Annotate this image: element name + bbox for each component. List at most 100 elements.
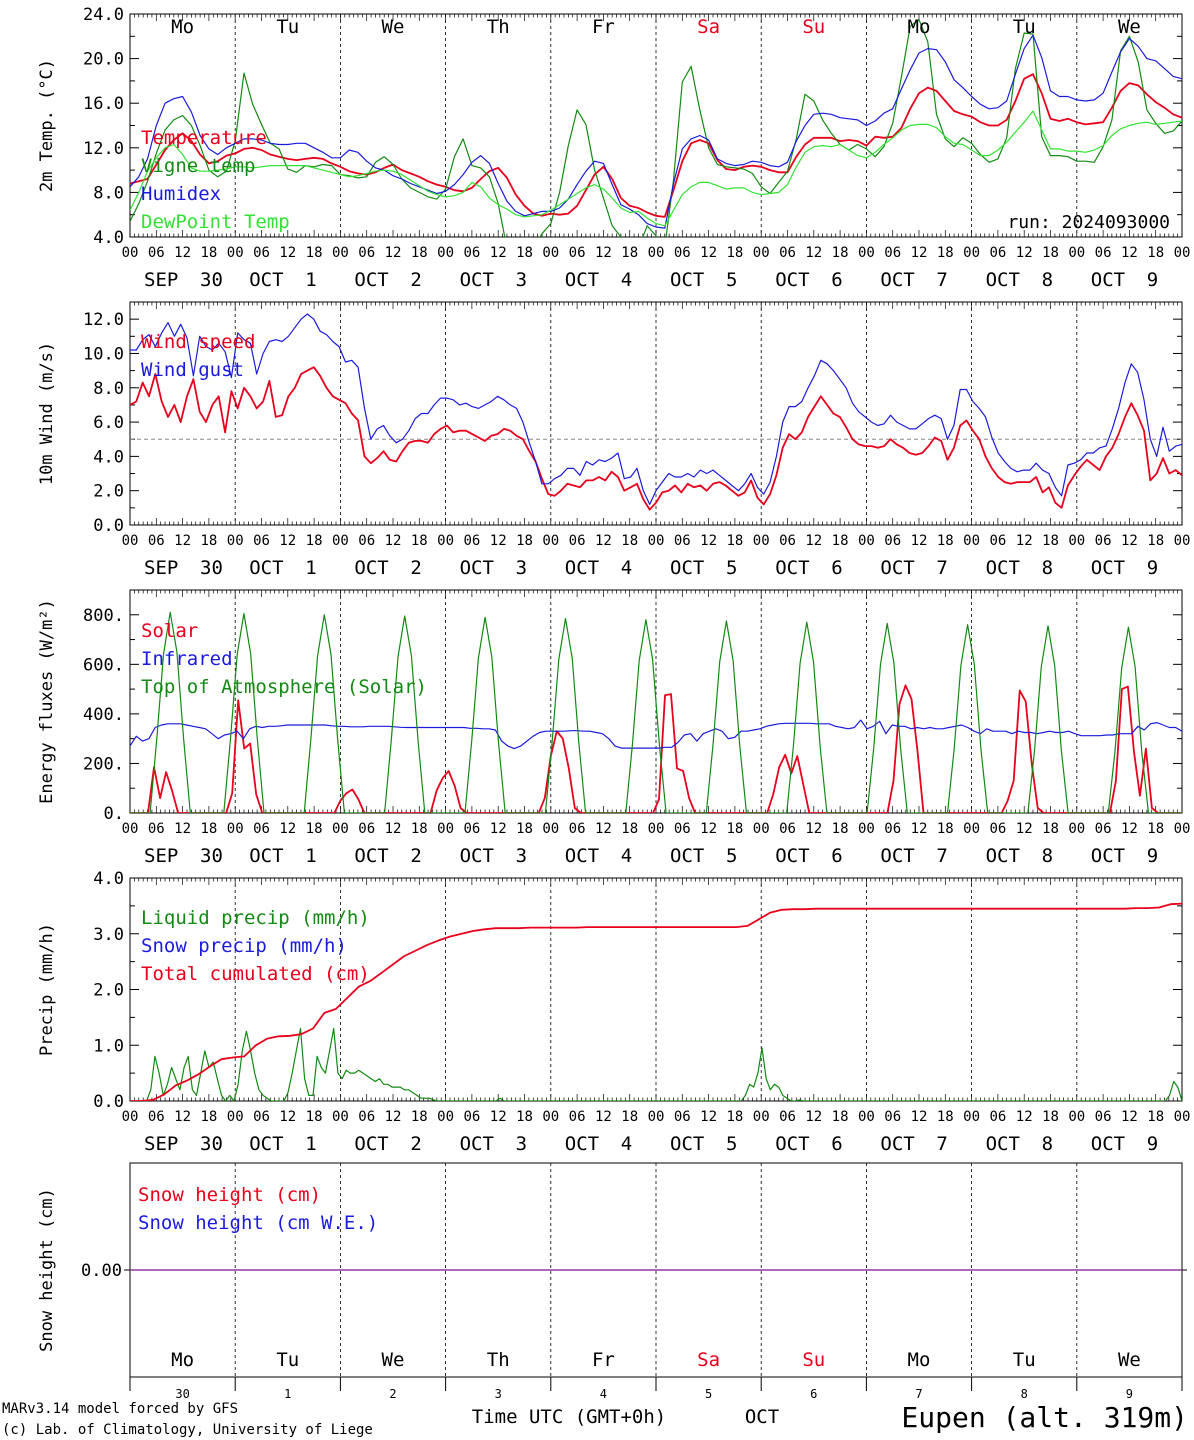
hour-tick-label: 00 [542, 245, 559, 261]
hour-tick-label: 18 [200, 821, 217, 837]
hour-tick-label: 00 [963, 533, 980, 549]
date-label-month: OCT [249, 845, 283, 867]
hour-tick-label: 12 [490, 1109, 507, 1125]
date-label-month: OCT [1091, 845, 1125, 867]
hour-tick-label: 18 [200, 245, 217, 261]
hour-tick-label: 00 [1068, 1109, 1085, 1125]
y-axis-label: Snow height (cm) [37, 1188, 57, 1352]
date-label-month: OCT [880, 845, 914, 867]
hour-tick-label: 18 [516, 245, 533, 261]
hour-tick-label: 00 [858, 533, 875, 549]
hour-tick-label: 12 [700, 245, 717, 261]
hour-tick-label: 00 [753, 533, 770, 549]
hour-tick-label: 06 [989, 1109, 1006, 1125]
station-name: Eupen (alt. 319m) [901, 1401, 1188, 1434]
hour-tick-label: 18 [411, 1109, 428, 1125]
date-label-month: OCT [775, 845, 809, 867]
date-label-day: 1 [305, 845, 316, 867]
series-group [130, 313, 1182, 511]
panel-5: 0.00 Snow height (cm) Snow height (cm) Snow… [37, 1162, 1187, 1401]
hour-tick-label: 00 [542, 821, 559, 837]
panel-1: 4.0 8.0 12.0 16.0 20.0 24.0 2m Temp. (°C) Tempe… [37, 5, 1190, 291]
hour-tick-label: 12 [805, 1109, 822, 1125]
legend-entry: Top of Atmosphere (Solar) [141, 676, 427, 698]
hour-tick-label: 12 [1016, 821, 1033, 837]
plot-frame [129, 13, 1183, 238]
hour-tick-label: 06 [569, 245, 586, 261]
date-label-month: OCT [565, 557, 599, 579]
legend-entry: Wind speed [141, 331, 255, 353]
hour-tick-label: 12 [385, 245, 402, 261]
day-abbrev: Mo [171, 1349, 194, 1371]
hour-tick-label: 00 [1174, 1109, 1191, 1125]
hour-tick-label: 12 [1016, 1109, 1033, 1125]
hour-tick-label: 00 [437, 533, 454, 549]
series-line-wind-gust [130, 313, 1182, 505]
legend-entry: Total cumulated (cm) [141, 963, 370, 985]
hour-tick-label: 12 [490, 821, 507, 837]
legend-entry: Wind gust [141, 359, 244, 381]
date-label-day: 9 [1147, 845, 1158, 867]
day-abbrev: We [382, 1349, 405, 1371]
hour-tick-label: 00 [227, 1109, 244, 1125]
hour-tick-label: 00 [648, 1109, 665, 1125]
date-label-month: OCT [986, 1133, 1020, 1155]
y-tick-label: 8.0 [93, 183, 124, 203]
hour-tick-label: 18 [1147, 533, 1164, 549]
series-line-infrared [130, 719, 1182, 750]
hour-tick-label: 12 [490, 533, 507, 549]
hour-tick-label: 00 [542, 1109, 559, 1125]
date-label-month: OCT [670, 269, 704, 291]
day-abbrev: Fr [592, 16, 615, 38]
date-label-month: OCT [986, 845, 1020, 867]
hour-tick-label: 18 [1147, 821, 1164, 837]
hour-tick-label: 00 [1068, 821, 1085, 837]
hour-tick-label: 00 [1068, 245, 1085, 261]
date-label-day: 1 [305, 269, 316, 291]
series-line-temperature [130, 73, 1182, 218]
date-label-day: 9 [1147, 557, 1158, 579]
day-number-label: 4 [600, 1387, 607, 1401]
hour-tick-label: 12 [911, 821, 928, 837]
y-tick-label: 20.0 [83, 50, 124, 70]
hour-tick-label: 00 [858, 1109, 875, 1125]
date-label-month: OCT [565, 269, 599, 291]
date-label-month: OCT [460, 845, 494, 867]
series-line-total-cumulated-cm- [130, 902, 1182, 1101]
hour-tick-label: 12 [1121, 821, 1138, 837]
panel-4: 0.0 1.0 2.0 3.0 4.0 Precip (mm/h) Liquid preci… [37, 869, 1190, 1155]
hour-tick-label: 06 [884, 245, 901, 261]
hour-tick-label: 18 [832, 1109, 849, 1125]
date-label-day: 30 [200, 269, 223, 291]
hour-tick-label: 18 [1147, 1109, 1164, 1125]
hour-tick-label: 18 [306, 1109, 323, 1125]
hour-tick-label: 06 [1095, 1109, 1112, 1125]
hour-tick-label: 12 [1121, 245, 1138, 261]
hour-tick-label: 12 [911, 1109, 928, 1125]
hour-tick-label: 06 [358, 245, 375, 261]
hour-tick-label: 06 [779, 1109, 796, 1125]
hour-tick-label: 06 [253, 533, 270, 549]
date-label-month: OCT [670, 845, 704, 867]
hour-tick-label: 06 [569, 1109, 586, 1125]
date-label-month: OCT [249, 269, 283, 291]
date-label-day: 8 [1042, 269, 1053, 291]
y-tick-label: 0.0 [93, 516, 124, 536]
hour-tick-label: 06 [253, 1109, 270, 1125]
y-tick-label: 24.0 [83, 5, 124, 25]
hour-tick-label: 06 [779, 533, 796, 549]
y-tick-label: 3.0 [93, 925, 124, 945]
hour-tick-label: 18 [937, 821, 954, 837]
hour-tick-label: 00 [122, 821, 139, 837]
hour-tick-label: 12 [490, 245, 507, 261]
y-tick-label: 4.0 [93, 447, 124, 467]
hour-tick-label: 18 [1042, 821, 1059, 837]
date-label-day: 4 [621, 1133, 632, 1155]
date-label-day: 5 [726, 557, 737, 579]
date-label-month: OCT [670, 1133, 704, 1155]
date-label-month: OCT [880, 269, 914, 291]
hour-tick-label: 12 [1121, 1109, 1138, 1125]
date-label-day: 3 [516, 269, 527, 291]
date-label-day: 2 [410, 557, 421, 579]
